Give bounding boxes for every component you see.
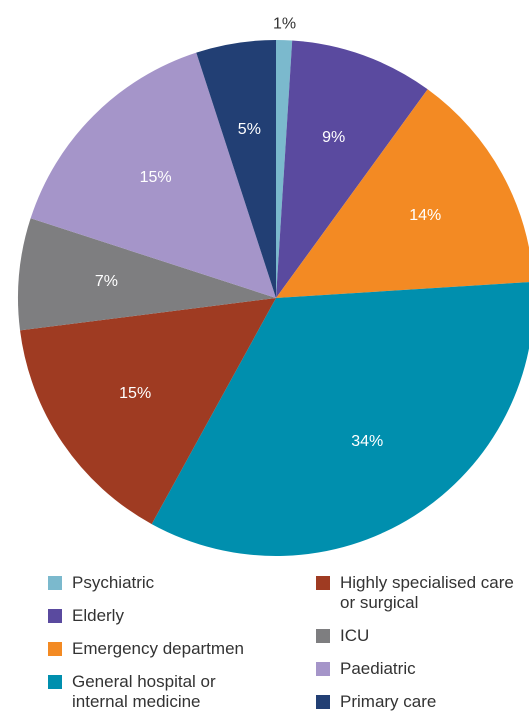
legend-swatch	[48, 675, 62, 689]
slice-label: 15%	[119, 385, 151, 402]
legend-item: Elderly	[48, 606, 288, 626]
pie-slice	[17, 218, 276, 331]
pie-slice	[151, 282, 529, 556]
slice-label: 7%	[95, 273, 118, 290]
legend-label: Primary care	[340, 692, 437, 711]
pie-slice	[196, 40, 276, 298]
pie-area: 1% 9% 14% 34% 15% 7% 15% 5%	[17, 15, 529, 556]
legend-label: Highly specialised care or surgical	[340, 573, 514, 612]
legend-swatch	[316, 695, 330, 709]
legend-label: Paediatric	[340, 659, 416, 678]
legend-item: General hospital or internal medicine	[48, 672, 288, 712]
legend-swatch	[316, 576, 330, 590]
legend: Psychiatric Elderly Emergency departmen Gen…	[48, 573, 288, 712]
slice-label: 5%	[238, 121, 261, 138]
legend-item: Emergency departmen	[48, 639, 288, 659]
pie-slice	[30, 52, 277, 299]
pie-slice	[276, 40, 293, 298]
legend-label: Psychiatric	[72, 573, 155, 592]
legend-swatch	[48, 642, 62, 656]
pie-slice	[276, 89, 529, 298]
legend-swatch	[316, 662, 330, 676]
legend-swatch	[316, 629, 330, 643]
legend-item: Paediatric	[316, 659, 516, 679]
legend-item: Highly specialised care or surgical	[316, 573, 516, 613]
legend-item: ICU	[316, 626, 516, 646]
slice-label: 1%	[273, 15, 296, 32]
slice-label: 34%	[351, 433, 383, 450]
pie-slice	[276, 40, 428, 299]
legend: Highly specialised care or surgical ICU Pa…	[316, 573, 516, 712]
legend-item: Primary care	[316, 692, 516, 712]
legend-label: Emergency departmen	[72, 639, 244, 658]
legend-label: Elderly	[72, 606, 124, 625]
slice-label: 14%	[409, 207, 441, 224]
slice-label: 9%	[322, 129, 345, 146]
slice-label: 15%	[140, 169, 172, 186]
legend-swatch	[48, 609, 62, 623]
legend-item: Psychiatric	[48, 573, 288, 593]
legend-label: General hospital or internal medicine	[72, 672, 216, 711]
pie-slice	[20, 298, 276, 525]
legend-label: ICU	[340, 626, 370, 645]
legend-swatch	[48, 576, 62, 590]
